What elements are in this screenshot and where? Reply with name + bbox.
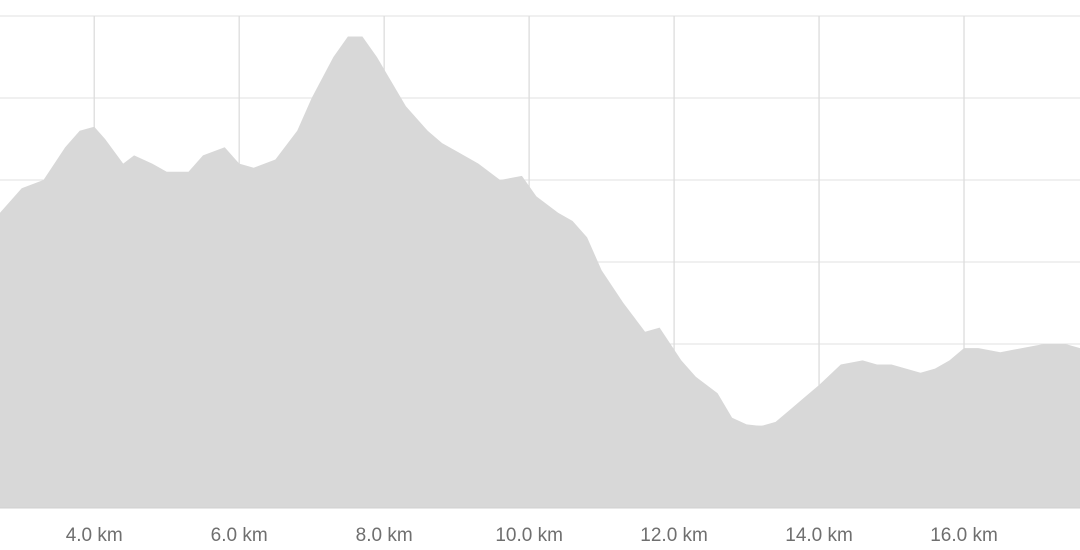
elevation-area <box>0 36 1080 508</box>
x-tick-label-2: 6.0 km <box>211 525 268 546</box>
x-tick-label-7: 16.0 km <box>930 525 998 546</box>
x-tick-label-3: 8.0 km <box>356 525 413 546</box>
x-tick-label-1: 4.0 km <box>66 525 123 546</box>
x-tick-label-6: 14.0 km <box>785 525 853 546</box>
vertical-gridlines-overlay <box>93 16 965 508</box>
x-tick-label-5: 12.0 km <box>640 525 708 546</box>
x-axis-tick-labels: 4.0 km 6.0 km 8.0 km 10.0 km 12.0 km 14.0 km 1… <box>66 525 998 546</box>
x-tick-label-4: 10.0 km <box>495 525 563 546</box>
